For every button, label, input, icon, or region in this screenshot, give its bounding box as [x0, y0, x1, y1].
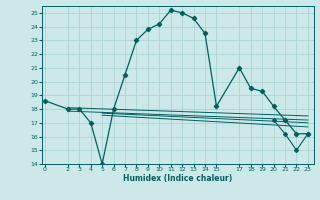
X-axis label: Humidex (Indice chaleur): Humidex (Indice chaleur)	[123, 174, 232, 183]
